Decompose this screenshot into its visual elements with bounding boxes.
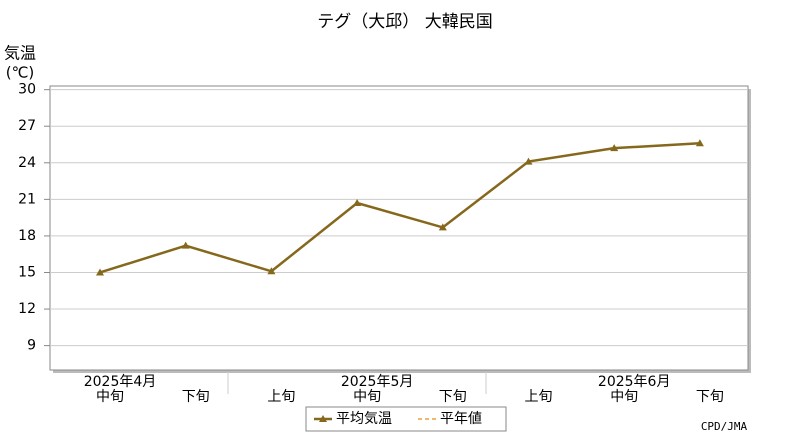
x-tick-label: 上旬 — [267, 389, 295, 405]
marker — [267, 267, 276, 275]
marker — [695, 139, 704, 147]
month-label: 2025年5月 — [341, 374, 414, 390]
y-tick-label: 27 — [18, 118, 36, 134]
x-tick-label: 上旬 — [525, 389, 553, 405]
y-tick-label: 18 — [18, 228, 36, 244]
x-tick-label: 中旬 — [96, 389, 124, 405]
marker — [524, 157, 533, 165]
y-tick-label: 12 — [18, 301, 36, 317]
month-label: 2025年6月 — [598, 374, 671, 390]
legend-label: 平均気温 — [336, 411, 392, 427]
marker — [181, 241, 190, 249]
y-axis-label: 気温 — [4, 44, 36, 63]
y-tick-label: 30 — [18, 82, 36, 98]
marker — [438, 223, 447, 231]
month-label: 2025年4月 — [84, 374, 157, 390]
plot-area — [49, 85, 749, 371]
x-tick-label: 中旬 — [353, 389, 381, 405]
y-tick-label: 15 — [18, 264, 36, 280]
y-tick-label: 9 — [27, 338, 36, 354]
x-tick-label: 下旬 — [182, 389, 210, 405]
legend-marker — [319, 415, 327, 422]
chart-title: テグ（大邱） 大韓民国 — [317, 12, 492, 32]
y-axis-label: (℃) — [6, 64, 35, 82]
x-tick-label: 下旬 — [439, 389, 467, 405]
legend-label: 平年値 — [440, 411, 482, 427]
marker — [96, 268, 104, 276]
x-tick-label: 中旬 — [610, 389, 638, 405]
line — [99, 142, 700, 274]
x-tick-label: 下旬 — [696, 389, 724, 405]
y-tick-label: 21 — [18, 191, 36, 207]
legend — [305, 406, 507, 432]
marker — [353, 199, 362, 207]
y-tick-label: 24 — [18, 155, 36, 171]
marker — [610, 144, 619, 152]
source: CPD/JMA — [701, 420, 748, 433]
